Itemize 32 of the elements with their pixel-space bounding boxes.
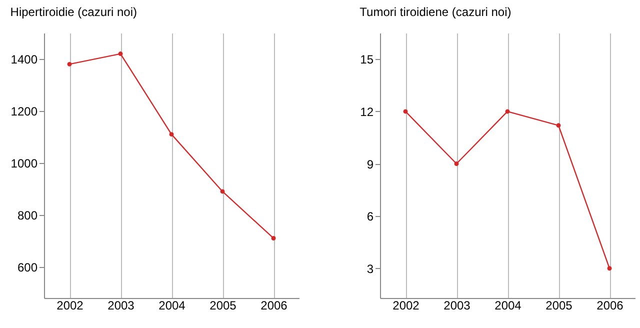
x-tick-label: 2005: [210, 298, 237, 312]
y-tick-label: 15: [360, 52, 374, 67]
point: [454, 162, 459, 166]
chart-title: Tumori tiroidiene (cazuri noi): [360, 5, 512, 19]
chart-title: Hipertiroidie (cazuri noi): [10, 5, 138, 19]
x-tick-label: 2002: [392, 298, 420, 312]
x-tick-label: 2002: [56, 298, 84, 312]
point: [607, 266, 612, 271]
y-tick-label: 600: [17, 260, 38, 274]
y-tick-label: 12: [360, 104, 374, 119]
point: [169, 132, 174, 137]
y-tick-label: 3: [366, 262, 374, 276]
y-tick-label: 800: [17, 208, 38, 222]
y-tick-label: 1000: [10, 156, 38, 170]
x-tick-label: 2006: [596, 298, 624, 312]
point: [118, 52, 123, 56]
y-tick-label: 1200: [10, 104, 38, 118]
y-tick-label: 1400: [10, 52, 38, 66]
point: [67, 62, 72, 66]
point: [505, 109, 510, 114]
point: [271, 236, 276, 240]
x-tick-label: 2005: [546, 298, 573, 312]
x-tick-label: 2003: [108, 298, 135, 312]
y-tick-label: 6: [366, 210, 374, 224]
x-tick-label: 2003: [444, 298, 471, 312]
x-tick-label: 2006: [260, 298, 288, 312]
x-tick-label: 2004: [158, 298, 186, 312]
point: [556, 123, 561, 128]
point: [220, 189, 225, 194]
y-tick-label: 9: [366, 157, 374, 172]
point: [403, 109, 408, 114]
x-tick-label: 2004: [494, 298, 522, 312]
